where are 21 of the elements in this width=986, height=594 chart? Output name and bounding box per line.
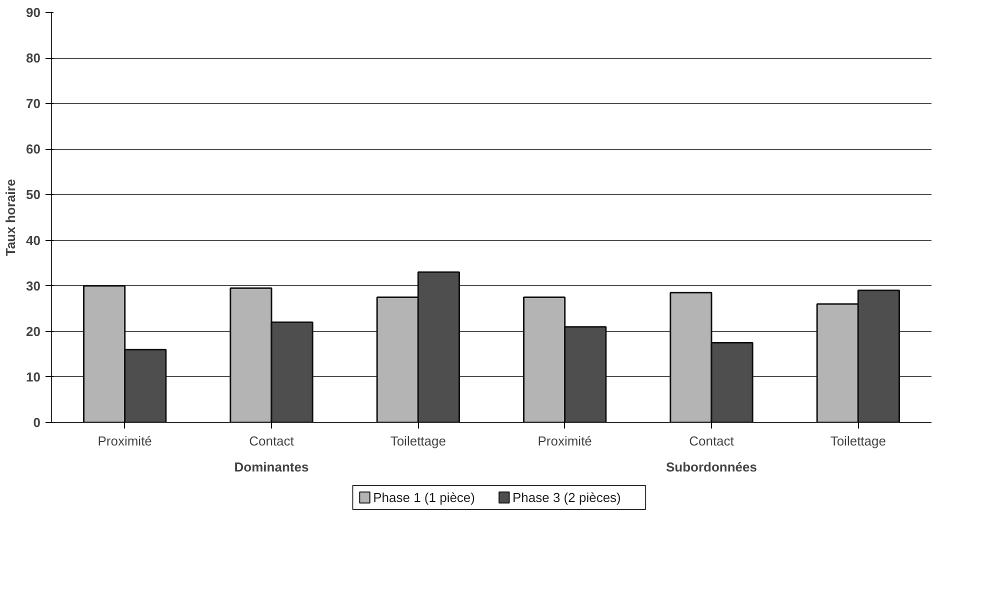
y-tick-label: 30	[26, 278, 41, 294]
y-tick-label: 20	[26, 324, 41, 339]
legend-label: Phase 3 (2 pièces)	[512, 490, 621, 505]
y-tick-label: 40	[26, 232, 41, 248]
x-tick-label: Toilettage	[830, 434, 886, 448]
text: Subordonnées	[666, 460, 758, 474]
y-tick-label: 50	[26, 187, 41, 202]
x-tick-label: Proximité	[98, 434, 152, 448]
x-tick-label: Contact	[689, 434, 734, 448]
legend-label: Phase 1 (1 pièce)	[373, 490, 476, 505]
text: Dominantes	[234, 460, 309, 474]
y-tick-label: 90	[26, 5, 41, 20]
y-tick-label: 60	[26, 142, 41, 157]
y-axis-title: Taux horaire	[3, 178, 18, 256]
y-tick-label: 80	[26, 50, 41, 66]
y-tick-label: 10	[26, 369, 41, 384]
x-tick-label: Toilettage	[390, 434, 446, 448]
y-tick-label: 0	[33, 415, 41, 430]
y-tick-label: 70	[26, 96, 41, 112]
x-tick-label: Proximité	[538, 434, 592, 448]
x-tick-label: Contact	[249, 434, 294, 448]
